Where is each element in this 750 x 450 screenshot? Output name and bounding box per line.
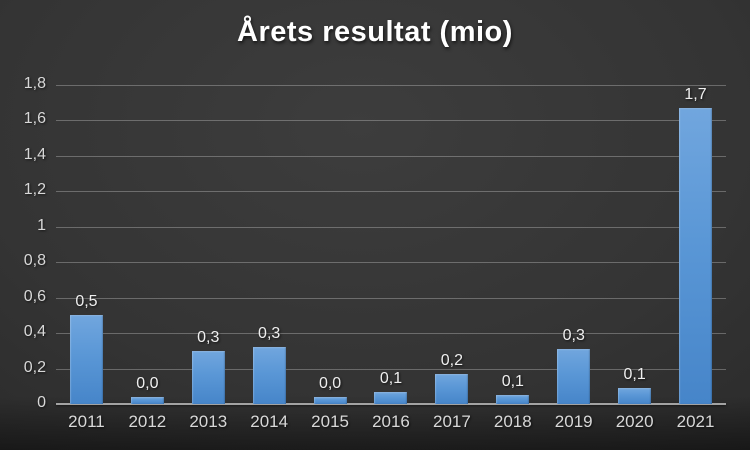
x-axis-label: 2016 [372,412,410,431]
plot-area: 0,5 0,0 0,3 0,3 0,0 0,1 0,2 0,1 0,3 0,1 1,7 [56,85,726,405]
x-axis-label: 2013 [189,412,228,431]
y-axis-label: 1,4 [23,145,46,163]
bar-group-2018: 0,1 [482,373,543,404]
bar-group-2012: 0,0 [117,375,178,404]
bar-group-2017: 0,2 [421,352,482,404]
bar-value-label: 0,1 [501,373,524,390]
bar-value-label: 0,5 [75,293,98,310]
y-axis-label: 0 [37,394,46,411]
x-axis-label: 2018 [493,412,532,431]
bar-group-2016: 0,1 [361,370,422,404]
y-axis-label: 1 [37,216,46,234]
gridline [56,368,726,370]
gridline [56,155,726,157]
bar-value-label: 0,0 [318,375,342,392]
x-axis-label: 2017 [432,412,471,431]
bar-group-2014: 0,3 [239,325,300,404]
y-axis-label: 1,8 [23,75,46,92]
x-axis-label: 2011 [68,412,105,431]
bar-2017 [435,374,469,404]
bar-2020 [618,388,652,404]
bar-value-label: 0,3 [197,329,220,346]
bar-group-2013: 0,3 [178,329,239,404]
x-axis-label: 2020 [615,412,654,431]
bar-group-2011: 0,5 [56,293,117,404]
bar-2011 [69,315,103,404]
bar-value-label: 0,2 [440,352,464,369]
bar-value-label: 0,1 [623,366,646,383]
x-axis-label: 2021 [676,412,715,431]
gridline [56,120,726,122]
y-axis-label: 1,6 [23,110,46,128]
bar-2015 [313,397,347,404]
bar-group-2015: 0,0 [300,375,361,404]
x-axis-line [56,403,726,405]
bar-2013 [191,351,225,404]
bar-group-2019: 0,3 [543,327,604,404]
y-axis-label: 1,2 [23,181,46,199]
gridline [56,262,726,264]
gridline [56,333,726,335]
bar-value-label: 1,7 [684,86,707,103]
bar-2018 [496,395,530,404]
bar-2016 [374,392,408,404]
bar-group-2020: 0,1 [604,366,665,404]
chart-title: Årets resultat (mio) [237,16,513,48]
bar-value-label: 0,3 [562,327,585,344]
x-axis-label: 2012 [128,412,167,431]
gridline [56,85,726,86]
gridline [56,297,726,299]
gridline [56,226,726,228]
bar-2014 [252,347,286,404]
y-axis-label: 0,2 [23,358,46,376]
y-axis-label: 0,8 [23,252,46,270]
x-axis-label: 2015 [311,412,349,431]
bar-2021 [679,108,713,404]
x-axis-label: 2019 [554,412,593,431]
bar-value-label: 0,1 [379,370,403,387]
y-axis-label: 0,6 [23,287,46,305]
bar-value-label: 0,0 [136,375,159,392]
gridline [56,191,726,193]
bar-2012 [130,397,164,404]
bar-2019 [557,349,591,404]
y-axis-label: 0,4 [23,323,46,341]
bar-value-label: 0,3 [258,325,281,342]
bar-group-2021: 1,7 [665,86,726,404]
x-axis-label: 2014 [250,412,289,431]
